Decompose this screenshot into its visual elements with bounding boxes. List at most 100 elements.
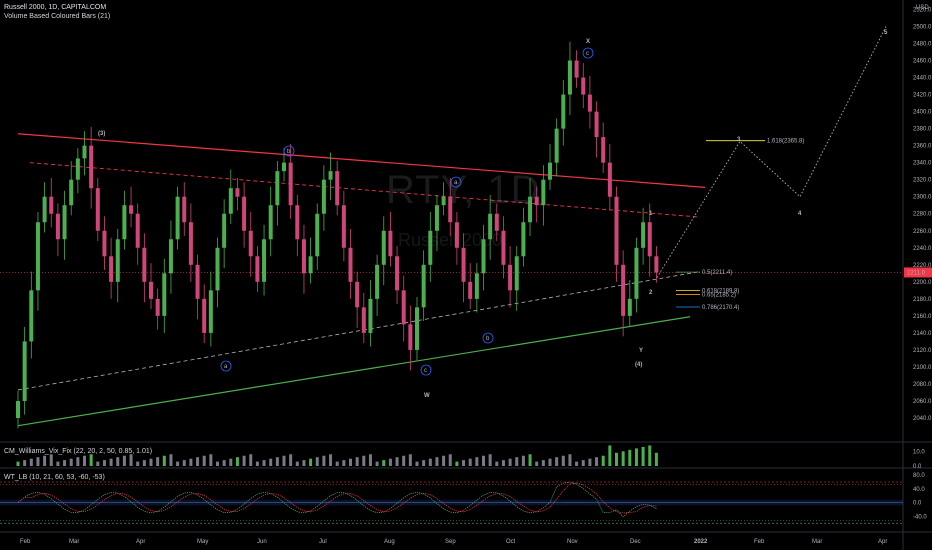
cm-bar [63, 460, 67, 466]
cm-bar [43, 455, 47, 466]
cm-bar [468, 458, 472, 466]
candle-body [587, 94, 592, 112]
x-tick-label: Nov [567, 539, 578, 545]
cm-bar [349, 458, 352, 466]
candle-body [35, 222, 40, 291]
cm-bar [122, 455, 126, 466]
x-tick-label: Mar [812, 539, 822, 545]
candle-body [621, 264, 626, 316]
cm-bar [355, 457, 359, 466]
candle-body [188, 222, 193, 265]
cm-bar [262, 460, 266, 466]
cm-bar [388, 458, 392, 466]
wave-label: 1 [649, 211, 653, 217]
wt-y-tick: 40.0 [913, 487, 925, 493]
candle-body [521, 222, 526, 257]
wt-y-tick: -40.0 [913, 514, 927, 520]
cm-bar [129, 454, 133, 466]
candle-body [381, 230, 386, 265]
cm-indicator-legend[interactable]: CM_Williams_Vix_Fix (22, 20, 2, 50, 0.85… [4, 447, 152, 456]
candle-body [627, 298, 632, 316]
currency-label: USD [916, 5, 929, 11]
wave-label: X [586, 39, 590, 45]
candle-body [168, 239, 173, 274]
candle-body [654, 256, 659, 273]
x-tick-label: Oct [506, 539, 516, 545]
candle-body [175, 196, 180, 240]
cm-bar [561, 455, 565, 466]
cm-bar [382, 460, 386, 466]
y-tick-label: 2180.0 [913, 297, 932, 303]
wt-indicator-legend[interactable]: WT_LB (10, 21, 60, 53, -60, -53) [4, 473, 105, 482]
y-tick-label: 2380.0 [913, 127, 932, 133]
cm-bar [275, 457, 279, 466]
cm-bar [342, 460, 346, 466]
wt2-line [17, 482, 657, 514]
cm-bar [295, 461, 299, 466]
candle-body [501, 230, 506, 265]
candle-body [368, 298, 373, 333]
cm-bar [641, 446, 645, 466]
candle-body [282, 162, 286, 172]
fib-level-label: 0.65(2185.2) [702, 292, 736, 298]
cm-bar [222, 460, 226, 466]
candle-body [202, 298, 207, 333]
projected-wave-path [656, 26, 887, 278]
y-tick-label: 2520.0 [913, 7, 932, 13]
candle-body [295, 205, 300, 240]
wave-label: Y [639, 348, 643, 354]
cm-bar [29, 458, 33, 466]
candle-body [514, 256, 519, 291]
candle-body [541, 179, 546, 206]
candle-body [434, 205, 439, 231]
x-tick-label: Mar [69, 539, 79, 545]
candle-body [255, 256, 260, 282]
cm-indicator-label: CM_Williams_Vix_Fix (22, 20, 2, 50, 0.85… [4, 448, 153, 455]
cm-bar [282, 455, 286, 466]
x-tick-label: Feb [20, 539, 31, 545]
cm-bar [654, 452, 658, 466]
y-tick-label: 2260.0 [913, 229, 932, 235]
cm-bar [269, 458, 273, 466]
cm-bar [448, 454, 452, 466]
candle-body [561, 94, 566, 129]
candle-body [448, 196, 453, 223]
cm-bar [368, 454, 372, 466]
watermark-name: Russell 2000 [398, 230, 503, 250]
wave-label: W [424, 393, 430, 399]
candle-body [242, 196, 247, 231]
wave-circle [420, 364, 432, 376]
wave-label: 4 [798, 211, 802, 217]
candle-body [421, 264, 426, 308]
fib-level-label: 1.618(2365.8) [767, 139, 804, 145]
candle-body [268, 205, 273, 240]
wave-label: a [224, 364, 228, 370]
candle-body [228, 188, 233, 214]
cm-bar [156, 457, 160, 466]
cm-bar [69, 458, 73, 466]
cm-bar [555, 457, 559, 466]
symbol-line: Russell 2000, 1D, CAPITALCOM [4, 4, 107, 11]
symbol-legend[interactable]: Russell 2000, 1D, CAPITALCOM Volume Base… [4, 3, 110, 21]
candle-body [109, 256, 114, 282]
candle-body [441, 196, 446, 206]
wave-circle [450, 176, 462, 188]
cm-bar [428, 458, 432, 466]
cm-bar [548, 458, 552, 466]
wave-label: (3) [98, 131, 105, 137]
y-tick-label: 2500.0 [913, 24, 932, 30]
candle-body [494, 213, 499, 231]
cm-bar [634, 448, 638, 466]
candle-body [22, 341, 27, 401]
candle-body [82, 145, 87, 159]
cm-bar [455, 461, 459, 466]
y-tick-label: 2440.0 [913, 76, 932, 82]
candle-body [55, 213, 60, 240]
cm-bar [149, 458, 153, 466]
candle-body [601, 137, 606, 163]
wave-label: a [454, 180, 458, 186]
cm-bar [89, 454, 93, 466]
cm-bar [289, 454, 293, 466]
